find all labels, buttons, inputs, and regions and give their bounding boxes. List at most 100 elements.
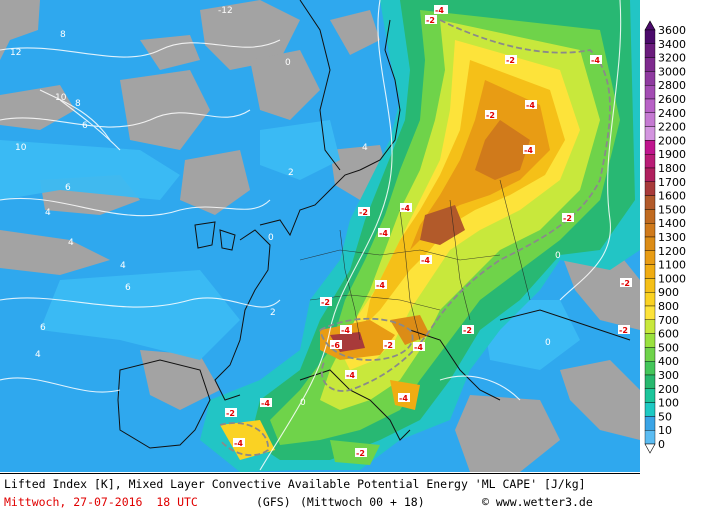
legend-label: 200: [658, 383, 679, 396]
legend-label: 2000: [658, 134, 686, 147]
legend-label: 1800: [658, 162, 686, 175]
legend-swatch: [644, 278, 656, 293]
legend-label: 2800: [658, 79, 686, 92]
map-label: 6: [40, 323, 46, 333]
legend-label: 900: [658, 286, 679, 299]
model-name: (GFS): [256, 495, 291, 509]
map-label: 0: [300, 398, 306, 408]
map-label: 12: [10, 48, 21, 58]
legend-label: 3400: [658, 38, 686, 51]
map-label: -4: [421, 256, 430, 265]
country-borders: [299, 179, 531, 341]
map-label: -4: [379, 229, 388, 238]
map-label: -6: [331, 341, 340, 350]
unstable-regions: [200, 0, 640, 472]
legend-label: 1700: [658, 176, 686, 189]
map-label: 0: [268, 233, 274, 243]
legend-swatch: [644, 388, 656, 403]
map-label: -4: [261, 399, 270, 408]
legend-swatch: [644, 347, 656, 362]
legend-swatch: [644, 430, 656, 445]
footer: Lifted Index [K], Mixed Layer Convective…: [0, 473, 640, 514]
legend-label: 300: [658, 369, 679, 382]
legend-swatch: [644, 43, 656, 58]
grey-areas: [0, 0, 640, 472]
map-label: 0: [555, 251, 561, 261]
negative-li-contours: [219, 19, 611, 457]
map-label: 2: [288, 168, 294, 178]
map-label: -4: [524, 146, 533, 155]
map-label: -4: [234, 439, 243, 448]
map-title: Lifted Index [K], Mixed Layer Convective…: [4, 477, 586, 491]
map-label: -4: [346, 371, 355, 380]
map-label: -2: [619, 326, 628, 335]
map-label: 4: [68, 238, 74, 248]
map-label: -2: [621, 279, 630, 288]
legend-swatch: [644, 71, 656, 86]
legend-swatch: [644, 167, 656, 183]
map-label: -2: [359, 208, 368, 217]
legend-label: 2200: [658, 121, 686, 134]
legend-label: 800: [658, 300, 679, 313]
cape-legend: 3600 3400 3200 3000 2800 2600 2400 2200 2000 1900…: [641, 20, 704, 460]
legend-label: 1600: [658, 190, 686, 203]
legend-label: 1200: [658, 245, 686, 258]
legend-swatch: [644, 416, 656, 431]
map-label: -4: [341, 326, 350, 335]
legend-swatch: [644, 402, 656, 417]
legend-label: 2400: [658, 107, 686, 120]
legend-label: 10: [658, 424, 672, 437]
legend-bottom-arrow: [644, 443, 656, 454]
legend-label: 3000: [658, 65, 686, 78]
legend-swatch: [644, 209, 656, 224]
legend-swatch: [644, 374, 656, 390]
map-label: 4: [362, 143, 368, 153]
legend-swatch: [644, 195, 656, 210]
legend-swatch: [644, 292, 656, 307]
legend-label: 0: [658, 438, 665, 451]
map-label: 0: [545, 338, 551, 348]
map-canvas: -12 8 12 10 8 6 10 6 4 4 4 6 6 4 2 0 4 0…: [0, 0, 640, 472]
legend-swatch: [644, 57, 656, 72]
copyright: © www.wetter3.de: [482, 495, 593, 509]
map-label: 4: [45, 208, 51, 218]
legend-label: 600: [658, 328, 679, 341]
legend-swatch: [644, 305, 656, 321]
weather-map: -12 8 12 10 8 6 10 6 4 4 4 6 6 4 2 0 4 0…: [0, 0, 640, 472]
legend-label: 3600: [658, 24, 686, 37]
legend-swatch: [644, 29, 656, 45]
map-label: 6: [125, 283, 131, 293]
legend-swatch: [644, 250, 656, 265]
legend-label: 700: [658, 314, 679, 327]
legend-label: 100: [658, 397, 679, 410]
map-label: 4: [120, 261, 126, 271]
map-label: -4: [401, 204, 410, 213]
legend-label: 1400: [658, 217, 686, 230]
legend-swatch: [644, 319, 656, 334]
map-label: -4: [435, 6, 444, 15]
legend-label: 3200: [658, 52, 686, 65]
map-label: -2: [463, 326, 472, 335]
legend-swatch: [644, 264, 656, 279]
legend-swatch: [644, 181, 656, 196]
legend-swatch: [644, 333, 656, 348]
map-label: 10: [15, 143, 27, 153]
map-label: -4: [526, 101, 535, 110]
legend-swatch: [644, 236, 656, 252]
map-label: -4: [376, 281, 385, 290]
legend-swatch: [644, 84, 656, 100]
model-run: (Mittwoch 00 + 18): [300, 495, 425, 509]
map-label: 0: [285, 58, 291, 68]
legend-label: 500: [658, 341, 679, 354]
map-label: 2: [270, 308, 276, 318]
map-label: -2: [563, 214, 572, 223]
map-label: -2: [486, 111, 495, 120]
map-label: 6: [65, 183, 71, 193]
map-label: -2: [506, 56, 515, 65]
map-label: 4: [35, 350, 41, 360]
legend-label: 50: [658, 410, 672, 423]
legend-swatch: [644, 126, 656, 141]
map-label: -2: [356, 449, 365, 458]
map-label: 8: [60, 30, 66, 40]
legend-label: 1900: [658, 148, 686, 161]
